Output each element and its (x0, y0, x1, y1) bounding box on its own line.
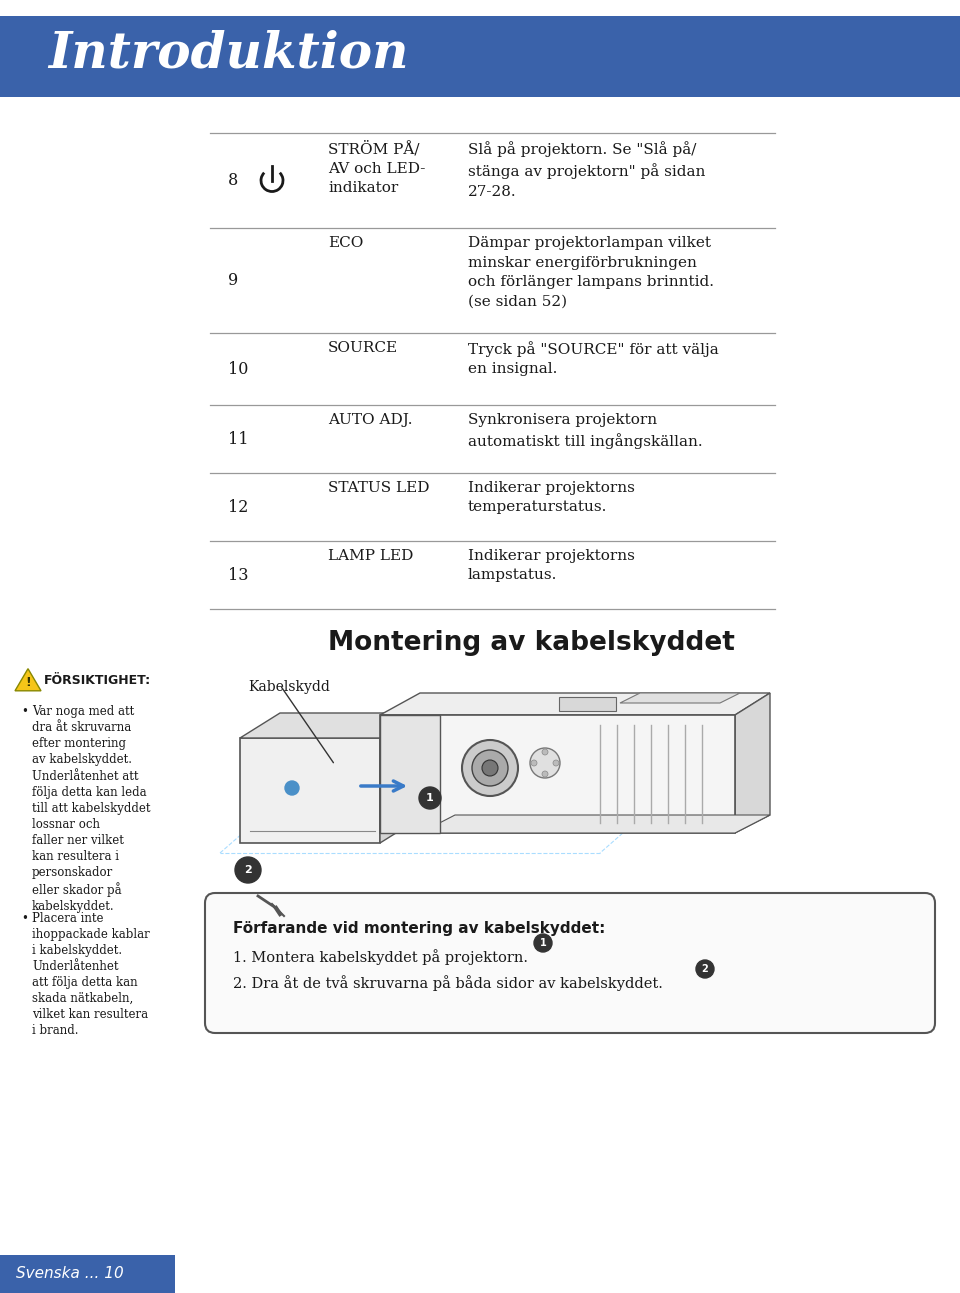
Text: Var noga med att
dra åt skruvarna
efter montering
av kabelskyddet.: Var noga med att dra åt skruvarna efter … (32, 705, 134, 765)
Polygon shape (620, 693, 740, 703)
Circle shape (553, 760, 559, 765)
Polygon shape (735, 693, 770, 833)
Text: 2: 2 (244, 865, 252, 875)
Bar (0, 12, 960, 16)
Polygon shape (420, 815, 770, 833)
Text: 12: 12 (228, 499, 249, 516)
Circle shape (462, 740, 518, 796)
Text: FÖRSIKTIGHET:: FÖRSIKTIGHET: (44, 675, 151, 688)
Text: 10: 10 (228, 361, 249, 378)
Text: Indikerar projektorns
temperaturstatus.: Indikerar projektorns temperaturstatus. (468, 481, 635, 515)
Text: AUTO ADJ.: AUTO ADJ. (328, 412, 413, 427)
Circle shape (696, 959, 714, 978)
Text: STRÖM PÅ/
AV och LED-
indikator: STRÖM PÅ/ AV och LED- indikator (328, 141, 425, 195)
FancyBboxPatch shape (559, 697, 616, 711)
Circle shape (542, 749, 548, 755)
Bar (0, 92, 960, 97)
Bar (0, 16, 960, 92)
Text: 9: 9 (228, 272, 238, 290)
Text: 8: 8 (228, 172, 238, 189)
Circle shape (235, 857, 261, 883)
Text: •: • (21, 705, 28, 718)
Text: •: • (21, 912, 28, 924)
Bar (0, 0, 960, 8)
Text: 1: 1 (426, 793, 434, 803)
Text: 2: 2 (702, 965, 708, 974)
Circle shape (472, 750, 508, 786)
FancyBboxPatch shape (0, 1256, 175, 1293)
Polygon shape (15, 668, 41, 690)
Circle shape (534, 934, 552, 952)
Text: SOURCE: SOURCE (328, 341, 398, 356)
Circle shape (285, 781, 299, 795)
Circle shape (531, 760, 537, 765)
Circle shape (419, 787, 441, 809)
Text: Montering av kabelskyddet: Montering av kabelskyddet (328, 630, 734, 656)
Polygon shape (380, 715, 440, 833)
Circle shape (542, 771, 548, 777)
Polygon shape (380, 712, 420, 843)
Polygon shape (380, 693, 770, 715)
FancyBboxPatch shape (205, 893, 935, 1033)
Polygon shape (240, 738, 380, 843)
Circle shape (530, 747, 560, 778)
Text: 1: 1 (540, 937, 546, 948)
Text: Introduktion: Introduktion (48, 30, 409, 79)
Text: LAMP LED: LAMP LED (328, 550, 414, 562)
Text: Slå på projektorn. Se "Slå på/
stänga av projektorn" på sidan
27-28.: Slå på projektorn. Se "Slå på/ stänga av… (468, 141, 706, 199)
Text: Underlåtenhet att
följa detta kan leda
till att kabelskyddet
lossnar och
faller : Underlåtenhet att följa detta kan leda t… (32, 769, 151, 913)
Text: ECO: ECO (328, 237, 364, 250)
Text: Förfarande vid montering av kabelskyddet:: Förfarande vid montering av kabelskyddet… (233, 921, 606, 936)
Text: 13: 13 (228, 566, 249, 583)
Text: Indikerar projektorns
lampstatus.: Indikerar projektorns lampstatus. (468, 550, 635, 583)
Text: Synkronisera projektorn
automatiskt till ingångskällan.: Synkronisera projektorn automatiskt till… (468, 412, 703, 449)
Text: 11: 11 (228, 431, 249, 447)
Text: STATUS LED: STATUS LED (328, 481, 429, 495)
Text: Kabelskydd: Kabelskydd (248, 680, 330, 694)
Circle shape (482, 760, 498, 776)
Text: 2. Dra åt de två skruvarna på båda sidor av kabelskyddet.: 2. Dra åt de två skruvarna på båda sidor… (233, 975, 662, 990)
Text: Placera inte
ihoppackade kablar
i kabelskyddet.
Underlåtenhet
att följa detta ka: Placera inte ihoppackade kablar i kabels… (32, 912, 150, 1037)
Text: Tryck på "SOURCE" för att välja
en insignal.: Tryck på "SOURCE" för att välja en insig… (468, 341, 719, 376)
Text: Svenska ... 10: Svenska ... 10 (16, 1267, 124, 1281)
Polygon shape (380, 715, 735, 833)
Text: Dämpar projektorlampan vilket
minskar energiförbrukningen
och förlänger lampans : Dämpar projektorlampan vilket minskar en… (468, 237, 714, 309)
Text: !: ! (25, 675, 31, 688)
Text: 1. Montera kabelskyddet på projektorn.: 1. Montera kabelskyddet på projektorn. (233, 949, 528, 965)
Polygon shape (240, 712, 420, 738)
